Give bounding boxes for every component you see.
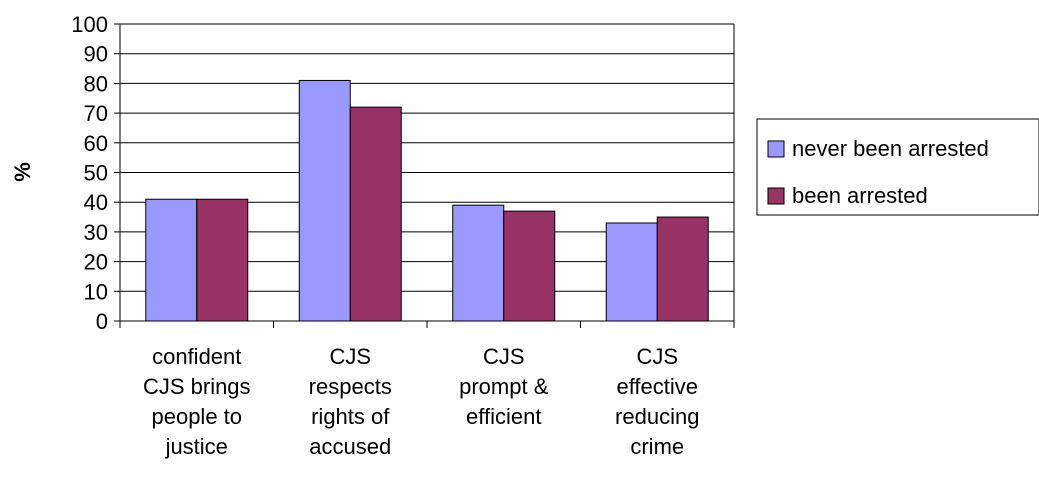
- bar-arrested: [656, 216, 709, 322]
- legend-swatch: [767, 187, 785, 205]
- x-category-labels: confident CJS brings people to justice CJS re…: [143, 344, 699, 459]
- bar-never-arrested: [298, 79, 351, 322]
- axes: [119, 24, 735, 328]
- y-tick-label: 100: [71, 12, 108, 37]
- y-axis-title: %: [10, 162, 35, 182]
- legend-label: been arrested: [792, 183, 928, 208]
- x-category-label: confident CJS brings people to justice: [143, 344, 251, 459]
- legend-swatch: [767, 140, 785, 158]
- bar-never-arrested: [145, 198, 198, 322]
- y-tick-label: 70: [84, 101, 108, 126]
- legend-box: [756, 118, 1039, 216]
- y-tick-label: 80: [84, 71, 108, 96]
- bars: [145, 79, 709, 322]
- y-tick-label: 60: [84, 131, 108, 156]
- y-tick-label: 10: [84, 279, 108, 304]
- y-tick-label: 90: [84, 42, 108, 67]
- bar-arrested: [349, 106, 402, 322]
- bar-never-arrested: [605, 222, 658, 322]
- x-category-label: CJS respects rights of accused: [309, 344, 392, 459]
- y-tick-label: 0: [96, 309, 108, 334]
- y-tick-labels: 0 10 20 30 40 50 60 70 80 90 100: [71, 12, 120, 334]
- x-category-label: CJS prompt & efficient: [459, 344, 549, 429]
- y-tick-label: 30: [84, 220, 108, 245]
- legend-label: never been arrested: [792, 136, 989, 161]
- x-category-label: CJS effective reducing crime: [615, 344, 699, 459]
- legend: never been arrested been arrested: [756, 118, 1039, 216]
- bar-never-arrested: [452, 204, 505, 322]
- bar-arrested: [503, 210, 556, 322]
- bar-arrested: [196, 198, 249, 322]
- y-tick-label: 50: [84, 161, 108, 186]
- y-tick-label: 40: [84, 190, 108, 215]
- y-tick-label: 20: [84, 250, 108, 275]
